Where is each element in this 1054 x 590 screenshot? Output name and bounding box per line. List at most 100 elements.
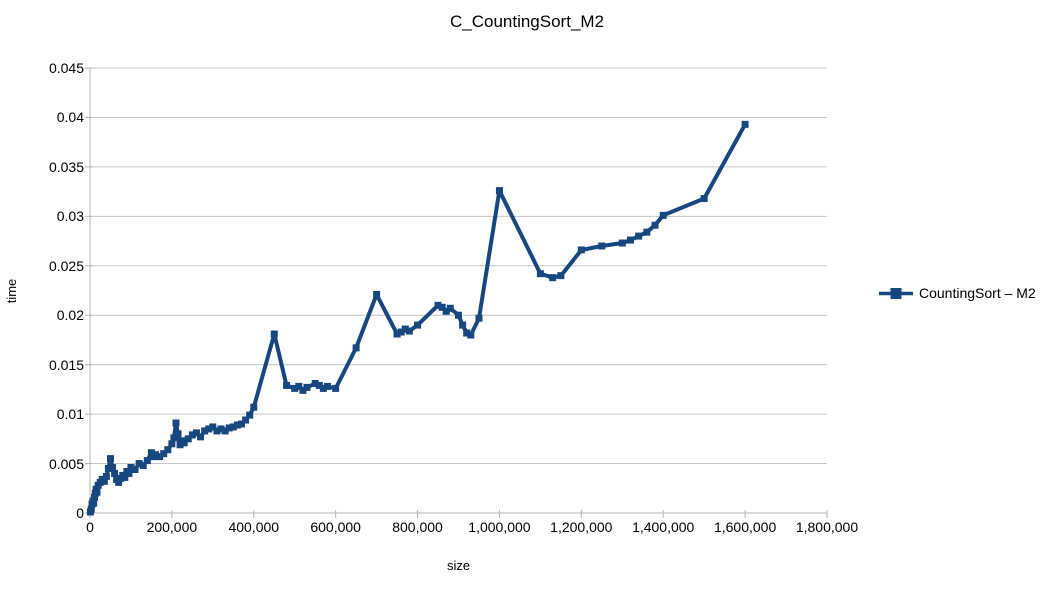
data-point-marker: [557, 272, 565, 280]
data-point-marker: [643, 228, 651, 236]
data-point-marker: [156, 453, 164, 461]
data-point-marker: [127, 464, 135, 472]
data-point-marker: [295, 382, 303, 390]
data-point-marker: [405, 327, 413, 335]
data-point-marker: [170, 434, 178, 442]
legend: CountingSort – M2: [879, 285, 1036, 301]
data-point-marker: [180, 439, 188, 447]
y-tick-label: 0.035: [48, 158, 84, 175]
data-point-marker: [311, 379, 319, 387]
x-tick-label: 800,000: [392, 519, 443, 535]
legend-label: CountingSort – M2: [919, 285, 1036, 301]
data-point-marker: [401, 325, 409, 333]
x-tick-label: 200,000: [146, 519, 198, 535]
series-line: [88, 122, 748, 514]
data-point-marker: [125, 469, 133, 477]
data-point-marker: [237, 420, 245, 428]
legend-square: [890, 287, 902, 299]
data-point-marker: [303, 383, 311, 391]
data-point-marker: [90, 499, 98, 507]
data-point-marker: [205, 425, 213, 433]
data-point-marker: [115, 478, 123, 486]
data-point-marker: [373, 290, 381, 298]
data-point-marker: [291, 384, 299, 392]
data-point-marker: [168, 440, 176, 448]
y-tick-label: 0.04: [56, 109, 84, 126]
data-point-marker: [651, 221, 659, 229]
data-point-marker: [229, 423, 237, 431]
data-point-marker: [741, 120, 749, 128]
data-point-marker: [184, 435, 192, 443]
data-point-marker: [147, 449, 155, 457]
data-point-marker: [135, 460, 143, 468]
data-point-marker: [221, 427, 229, 435]
data-point-marker: [635, 232, 643, 240]
y-tick-label: 0.01: [56, 406, 84, 423]
data-point-marker: [111, 469, 119, 477]
x-tick-label: 1,800,000: [795, 519, 859, 535]
data-point-marker: [352, 344, 360, 352]
data-point-marker: [246, 411, 254, 419]
data-point-marker: [659, 211, 667, 219]
data-point-marker: [319, 384, 327, 392]
data-point-marker: [270, 330, 278, 338]
data-point-marker: [438, 303, 446, 311]
data-point-marker: [700, 195, 708, 203]
data-point-marker: [143, 457, 151, 465]
data-point-marker: [233, 421, 241, 429]
data-point-marker: [131, 465, 139, 473]
x-tick-label: 400,000: [228, 519, 280, 535]
data-point-marker: [152, 451, 160, 459]
data-point-marker: [121, 473, 129, 481]
data-point-marker: [242, 416, 250, 424]
x-tick-label: 0: [86, 519, 94, 535]
y-tick-label: 0.005: [48, 455, 84, 472]
y-tick-label: 0.02: [56, 307, 84, 324]
data-point-marker: [475, 314, 483, 322]
data-point-marker: [414, 321, 422, 329]
data-point-marker: [618, 239, 626, 247]
data-point-marker: [176, 441, 184, 449]
data-point-marker: [626, 236, 634, 244]
data-point-marker: [213, 427, 221, 435]
data-point-marker: [109, 464, 117, 472]
data-point-marker: [87, 505, 95, 513]
data-point-marker: [434, 301, 442, 309]
data-point-marker: [209, 423, 217, 431]
data-point-marker: [577, 246, 585, 254]
data-point-marker: [467, 331, 475, 339]
y-tick-label: 0.025: [48, 257, 84, 274]
y-tick-label: 0.045: [48, 60, 84, 76]
data-point-marker: [323, 382, 331, 390]
chart-title: C_CountingSort_M2: [449, 12, 605, 31]
data-point-marker: [495, 187, 503, 195]
data-point-marker: [192, 429, 200, 437]
data-point-marker: [283, 381, 291, 389]
x-tick-label: 1,000,000: [468, 519, 531, 535]
data-point-marker: [106, 455, 114, 463]
x-tick-label: 1,400,000: [632, 519, 695, 535]
data-point-marker: [174, 430, 182, 438]
x-tick-label: 1,200,000: [550, 519, 613, 535]
y-tick-label: 0: [76, 505, 84, 521]
x-axis-title: size: [446, 558, 471, 573]
data-point-marker: [217, 425, 225, 433]
data-point-marker: [463, 329, 471, 337]
y-tick-label: 0.015: [48, 356, 84, 373]
legend-marker-icon: [879, 287, 913, 299]
data-point-marker: [332, 384, 340, 392]
data-point-marker: [455, 311, 462, 319]
y-tick-label: 0.03: [56, 208, 84, 225]
x-tick-label: 1,600,000: [713, 519, 777, 535]
data-point-marker: [598, 242, 606, 250]
data-point-marker: [102, 472, 110, 480]
x-tick-label: 600,000: [310, 519, 361, 535]
data-point-marker: [536, 270, 544, 278]
data-point-marker: [100, 477, 108, 485]
data-point-marker: [91, 493, 99, 501]
data-point-marker: [160, 450, 168, 458]
data-point-marker: [104, 465, 112, 472]
data-point-marker: [549, 274, 557, 282]
